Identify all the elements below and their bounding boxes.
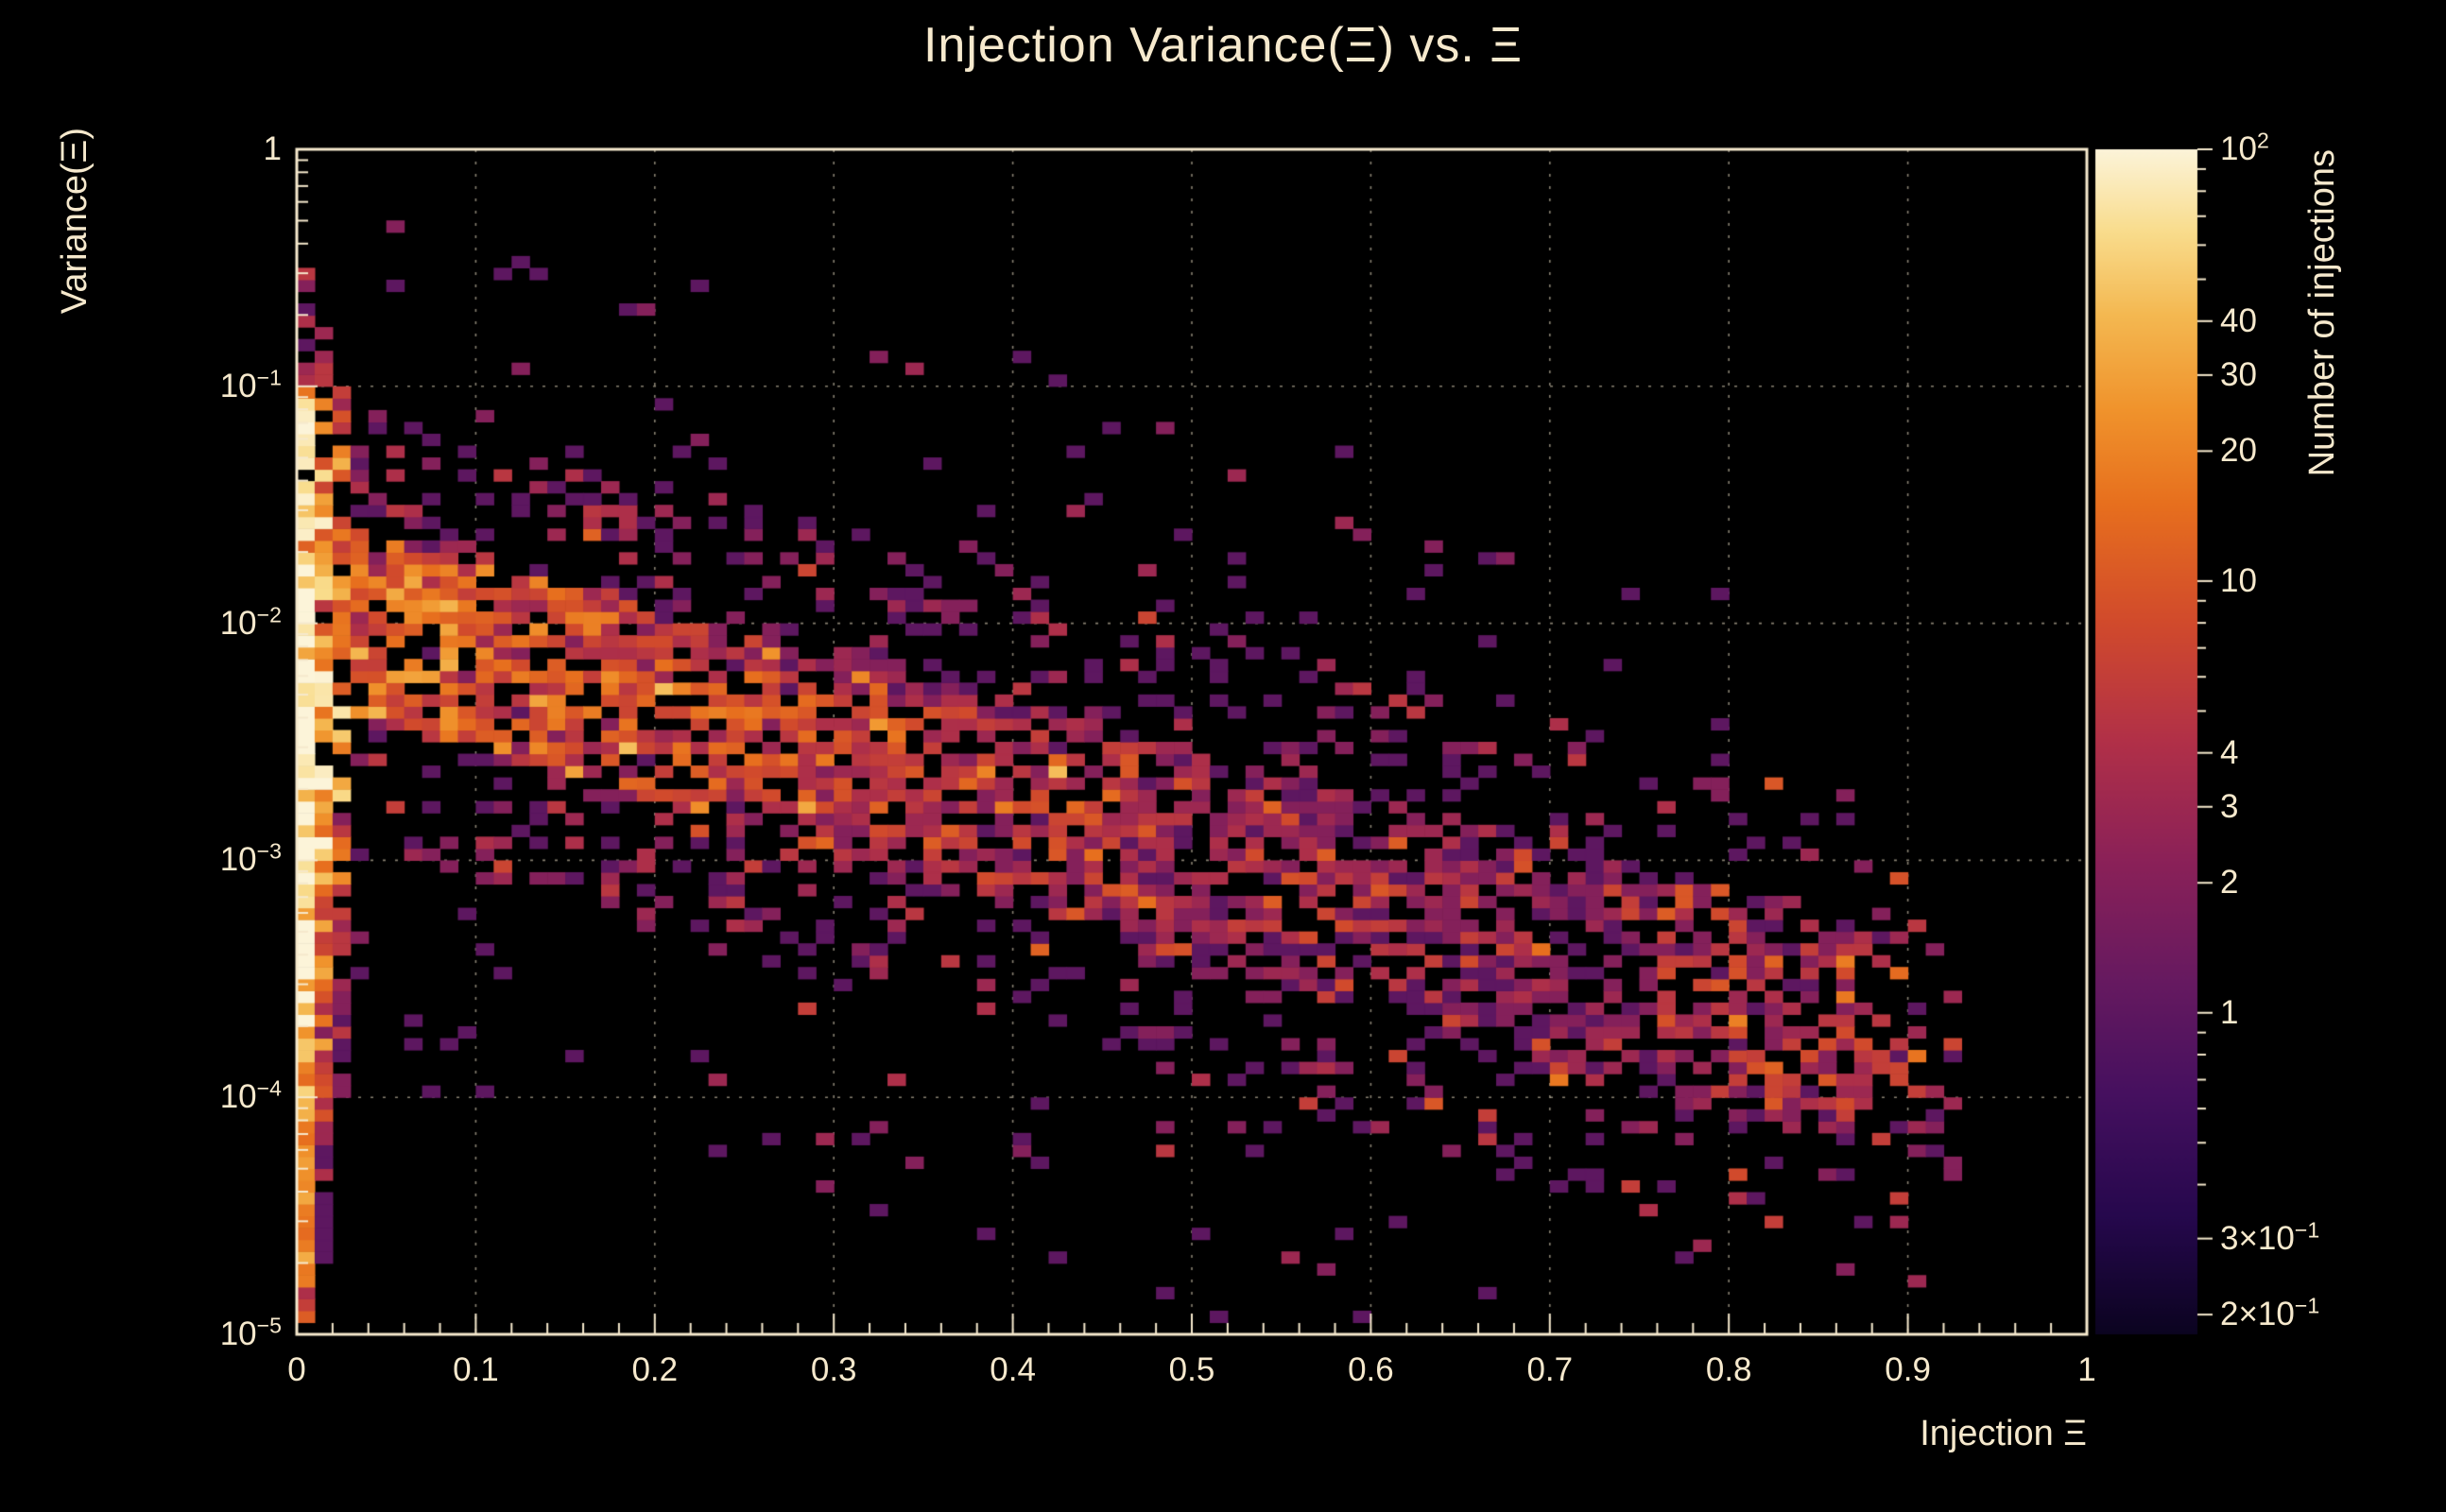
- x-tick-label: 0.6: [1348, 1351, 1394, 1388]
- colorbar-tick-label: 10: [2220, 561, 2257, 599]
- colorbar-tick-label: 40: [2220, 301, 2257, 339]
- colorbar-tick-label: 30: [2220, 355, 2257, 393]
- colorbar-tick-label: 3: [2220, 787, 2239, 825]
- x-tick-label: 0.5: [1168, 1351, 1215, 1388]
- colorbar-tick-label: 102: [2220, 128, 2269, 167]
- y-axis-title: Variance(Ξ): [55, 128, 95, 315]
- colorbar-tick-label: 4: [2220, 733, 2239, 771]
- x-tick-label: 0.9: [1885, 1351, 1931, 1388]
- x-tick-label: 0.1: [453, 1351, 499, 1388]
- y-tick-label: 10−2: [219, 601, 282, 642]
- colorbar-tick-label: 3×10−1: [2220, 1216, 2320, 1257]
- x-tick-label: 0: [287, 1351, 306, 1388]
- x-tick-label: 0.3: [810, 1351, 857, 1388]
- x-axis-title: Injection Ξ: [1920, 1414, 2087, 1453]
- x-tick-label: 1: [2077, 1351, 2096, 1388]
- y-tick-label: 10−5: [219, 1313, 282, 1352]
- colorbar-title: Number of injections: [2302, 149, 2342, 477]
- colorbar-tick-label: 2×10−1: [2220, 1293, 2320, 1333]
- chart-title: Injection Variance(Ξ) vs. Ξ: [922, 18, 1524, 73]
- colorbar-tick-label: 2: [2220, 864, 2239, 902]
- x-tick-label: 0.4: [990, 1351, 1036, 1388]
- x-tick-label: 0.8: [1705, 1351, 1752, 1388]
- y-tick-label: 10−4: [219, 1075, 282, 1116]
- x-tick-label: 0.7: [1526, 1351, 1574, 1388]
- y-tick-label: 10−1: [219, 365, 282, 404]
- colorbar-tick-label: 1: [2220, 993, 2239, 1031]
- x-tick-label: 0.2: [631, 1351, 679, 1388]
- y-tick-label: 1: [263, 130, 282, 167]
- y-tick-label: 10−3: [219, 838, 282, 879]
- colorbar-tick-label: 20: [2220, 432, 2257, 470]
